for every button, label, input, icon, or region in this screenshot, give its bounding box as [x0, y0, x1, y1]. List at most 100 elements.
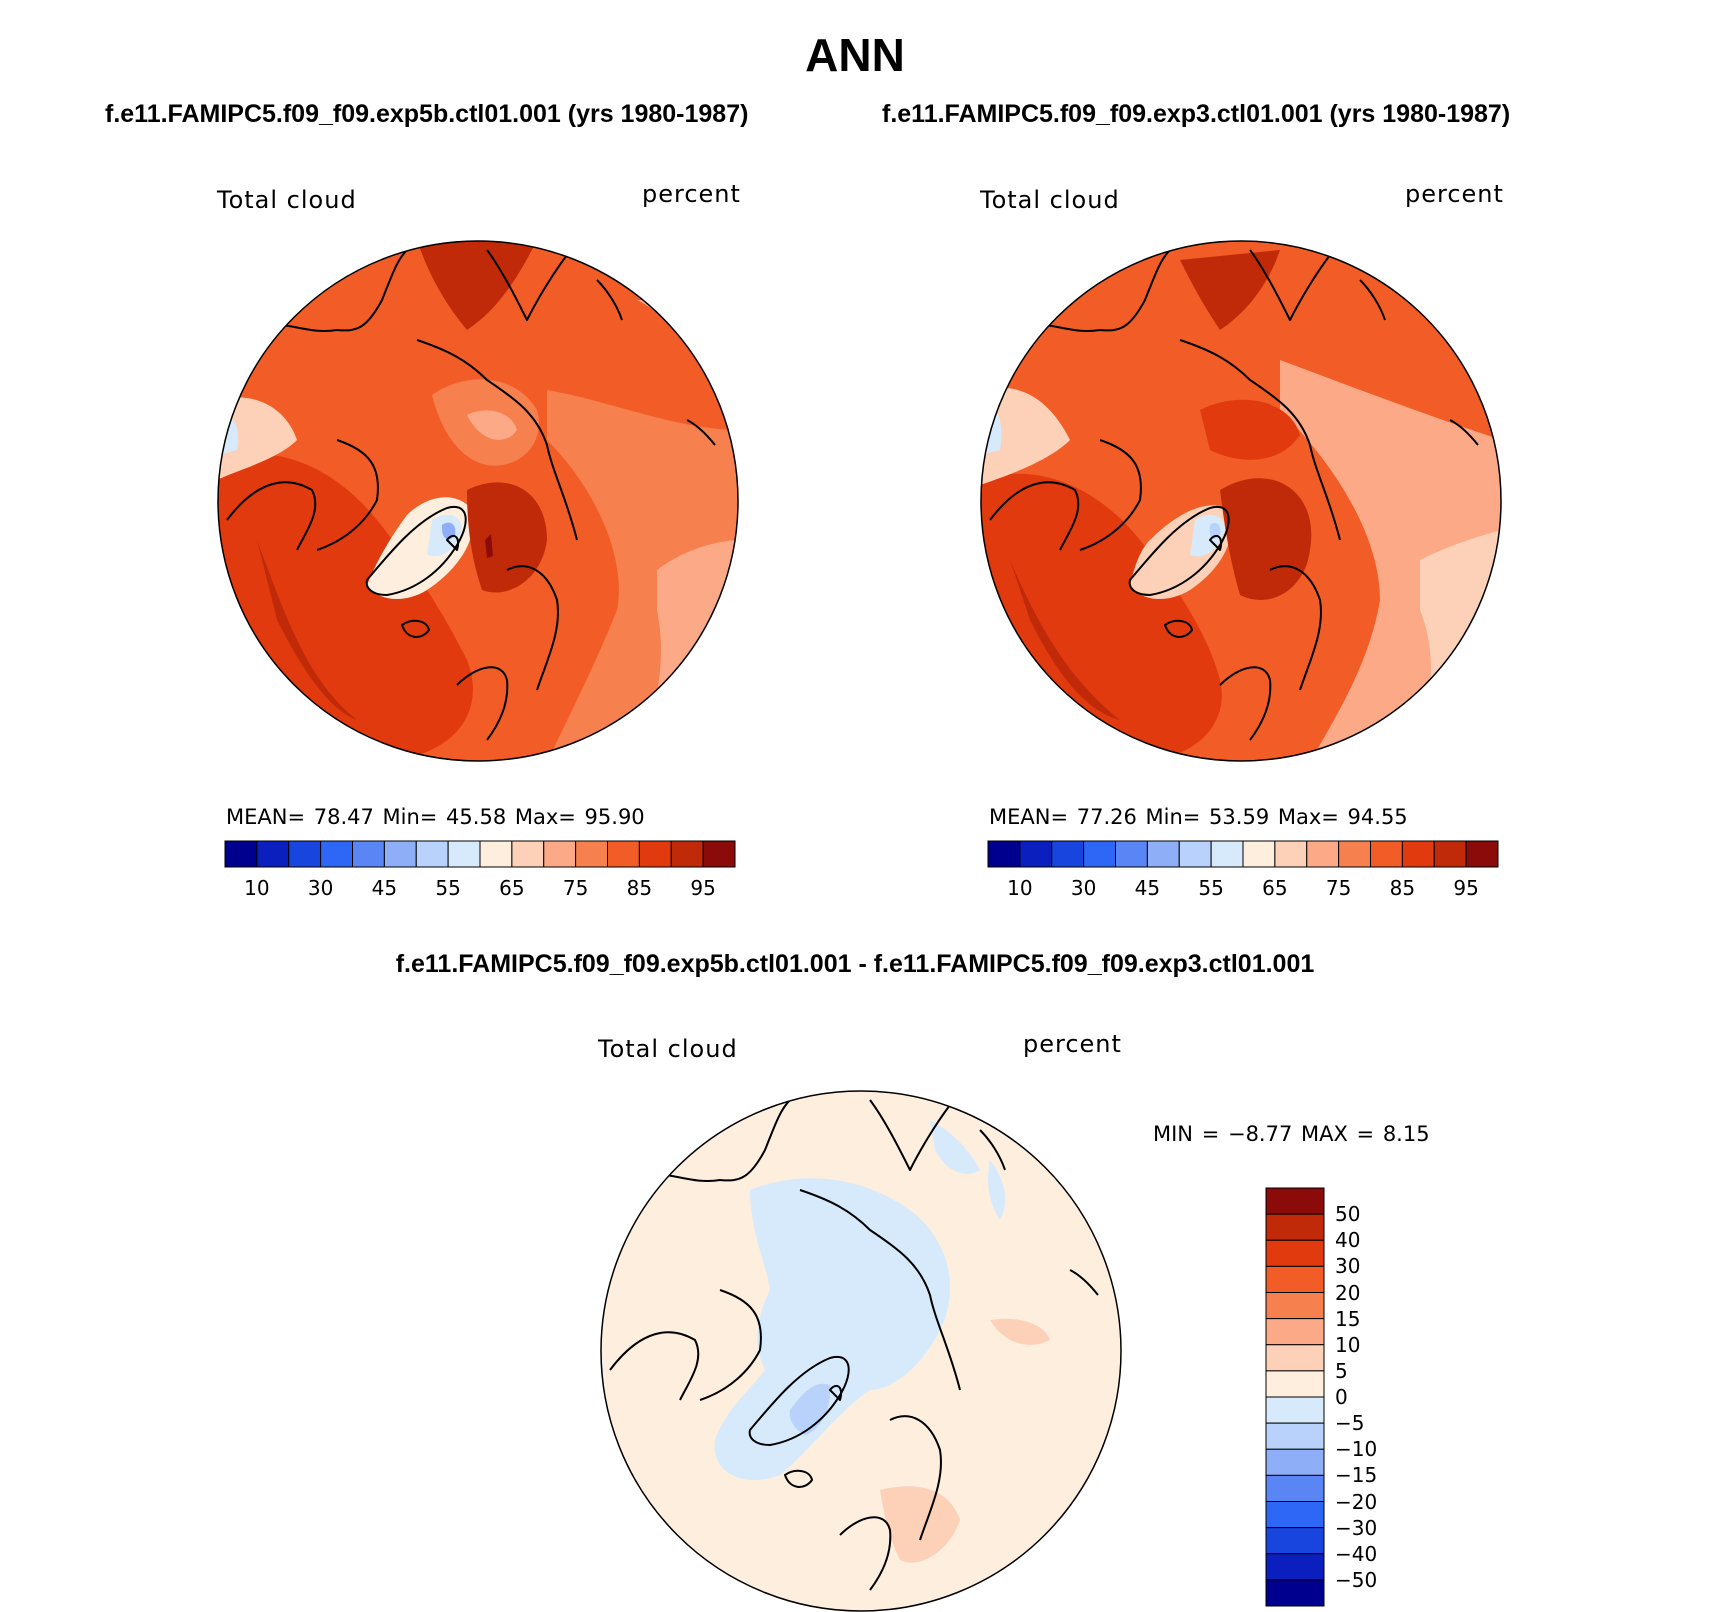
colorbar-swatch [1433, 840, 1467, 868]
colorbar-tick-label: 55 [1198, 876, 1224, 900]
colorbar-tick-label: 40 [1335, 1228, 1361, 1253]
left-polar-map [217, 240, 739, 762]
colorbar-swatch [1265, 1292, 1325, 1320]
cloud-field-region [1220, 478, 1312, 600]
colorbar-swatch [1274, 840, 1308, 868]
colorbar-tick-label: 95 [690, 876, 716, 900]
colorbar-swatch [1265, 1474, 1325, 1502]
colorbar-tick-label: 50 [1335, 1202, 1361, 1227]
coastlines [989, 249, 1479, 741]
cloud-field-region [789, 1383, 831, 1435]
cloud-field-region [930, 1120, 980, 1174]
colorbar-tick-label: 30 [307, 876, 334, 900]
colorbar-swatch [1265, 1344, 1325, 1372]
colorbar-tick-label: 10 [1335, 1332, 1361, 1357]
left-variable-label: Total cloud [217, 186, 357, 214]
cloud-field-region [1450, 310, 1495, 360]
right-stats: MEAN= 77.26 Min= 53.59 Max= 94.55 [989, 805, 1408, 829]
colorbar-swatch [1265, 1501, 1325, 1529]
diff-stats: MIN = −8.77 MAX = 8.15 [1153, 1122, 1430, 1146]
left-units-label: percent [642, 180, 741, 208]
left-stats: MEAN= 78.47 Min= 45.58 Max= 95.90 [226, 805, 645, 829]
cloud-field-region [988, 1160, 1006, 1220]
colorbar-tick-label: 65 [1262, 876, 1288, 900]
right-units-label: percent [1405, 180, 1504, 208]
colorbar-tick-label: 10 [244, 876, 270, 900]
colorbar-swatch [1265, 1318, 1325, 1346]
colorbar-swatch [1265, 1187, 1325, 1215]
right-polar-map [980, 240, 1502, 762]
colorbar-tick-label: 20 [1335, 1280, 1361, 1305]
colorbar-swatch [1178, 840, 1212, 868]
diff-units-label: percent [1023, 1030, 1122, 1058]
colorbar-tick-label: 75 [1325, 876, 1352, 900]
colorbar-tick-label: 55 [435, 876, 461, 900]
colorbar-tick-label: −10 [1335, 1437, 1378, 1462]
colorbar-swatch [224, 840, 258, 868]
cloud-field-region [1200, 399, 1300, 460]
colorbar-swatch [1265, 1553, 1325, 1581]
colorbar-swatch [1265, 1527, 1325, 1555]
colorbar-tick-label: 95 [1453, 876, 1479, 900]
colorbar-swatch [1115, 840, 1148, 868]
colorbar-swatch [320, 840, 353, 868]
colorbar-tick-label: 85 [626, 876, 653, 900]
colorbar-tick-label: −20 [1335, 1489, 1378, 1514]
colorbar-tick-label: 30 [1070, 876, 1097, 900]
colorbar-swatch [288, 840, 322, 868]
cloud-field-region [880, 1486, 960, 1563]
colorbar-swatch [1265, 1396, 1325, 1424]
figure-title: ANN [805, 29, 905, 81]
colorbar-tick-label: 30 [1335, 1254, 1361, 1279]
colorbar-swatch [575, 840, 608, 868]
colorbar-swatch [638, 840, 672, 868]
right-case-title: f.e11.FAMIPC5.f09_f09.exp3.ctl01.001 (yr… [882, 100, 1511, 128]
cloud-field-region [1180, 250, 1280, 330]
difference-polar-map [600, 1090, 1122, 1612]
colorbar-swatch [1265, 1265, 1325, 1293]
left-colorbar [224, 840, 736, 868]
colorbar-swatch [543, 840, 577, 868]
coastlines [226, 249, 716, 741]
colorbar-swatch [1146, 840, 1180, 868]
colorbar-swatch [511, 840, 545, 868]
colorbar-swatch [1210, 840, 1244, 868]
colorbar-swatch [607, 840, 640, 868]
coastlines [609, 1099, 1099, 1591]
colorbar-swatch [1265, 1422, 1325, 1450]
colorbar-swatch [256, 840, 290, 868]
colorbar-tick-label: 5 [1335, 1358, 1348, 1383]
colorbar-tick-label: 15 [1335, 1306, 1361, 1331]
colorbar-swatch [1051, 840, 1085, 868]
colorbar-tick-label: −30 [1335, 1515, 1378, 1540]
colorbar-swatch [1019, 840, 1053, 868]
colorbar-tick-label: −15 [1335, 1463, 1378, 1488]
left-case-title: f.e11.FAMIPC5.f09_f09.exp5b.ctl01.001 (y… [105, 100, 749, 128]
colorbar-swatch [415, 840, 449, 868]
right-variable-label: Total cloud [980, 186, 1120, 214]
colorbar-swatch [1265, 1239, 1325, 1267]
cloud-field-region [714, 1178, 950, 1481]
cloud-field-region [485, 534, 493, 558]
map-boundary [217, 240, 739, 762]
colorbar-swatch [447, 840, 481, 868]
colorbar-tick-label: 75 [562, 876, 589, 900]
cloud-field-region [467, 482, 547, 593]
colorbar-swatch [1465, 840, 1499, 868]
diff-variable-label: Total cloud [598, 1035, 738, 1063]
colorbar-swatch [1265, 1448, 1325, 1476]
colorbar-tick-label: −50 [1335, 1567, 1378, 1592]
difference-title: f.e11.FAMIPC5.f09_f09.exp5b.ctl01.001 - … [395, 950, 1315, 978]
cloud-field-region [467, 410, 517, 440]
colorbar-tick-label: 45 [371, 876, 398, 900]
colorbar-swatch [670, 840, 704, 868]
right-colorbar [987, 840, 1499, 868]
cloud-field-region [417, 241, 537, 330]
colorbar-swatch [352, 840, 385, 868]
colorbar-swatch [987, 840, 1021, 868]
colorbar-swatch [1401, 840, 1435, 868]
colorbar-swatch [1370, 840, 1403, 868]
colorbar-swatch [1265, 1579, 1325, 1607]
colorbar-tick-label: 45 [1134, 876, 1161, 900]
colorbar-swatch [1083, 840, 1116, 868]
